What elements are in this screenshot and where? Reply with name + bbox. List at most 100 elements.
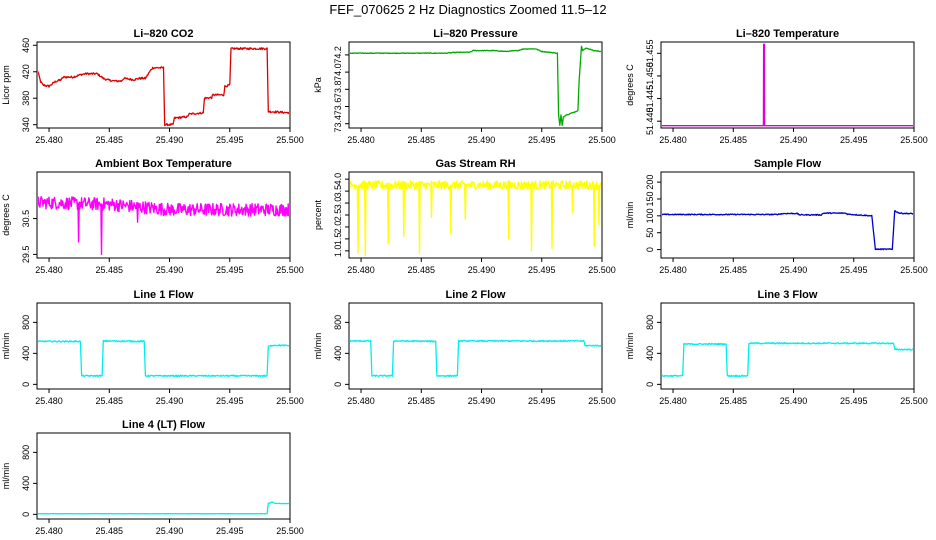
panel-3: Li–820 Temperature degrees C 25.480 25.485 2… — [625, 28, 928, 145]
y-tick-label: 340 — [21, 117, 31, 132]
panel-9: Line 3 Flow ml/min 25.480 25.485 25.490 25.49… — [625, 289, 928, 406]
series-line — [662, 210, 913, 251]
y-tick-label: 73.4 — [333, 115, 343, 133]
x-tick-label: 25.490 — [156, 396, 184, 406]
y-axis-label: degrees C — [1, 194, 11, 236]
x-tick-label: 25.490 — [780, 265, 808, 275]
y-tick-label: 0 — [645, 382, 655, 387]
x-tick-label: 25.490 — [780, 135, 808, 145]
x-tick-label: 25.485 — [408, 135, 436, 145]
y-tick-label: 100 — [645, 208, 655, 223]
x-tick-label: 25.485 — [96, 396, 124, 406]
y-tick-label: 380 — [21, 91, 31, 106]
plot-frame — [36, 171, 291, 259]
y-tick-label: 1.0 — [333, 245, 343, 258]
panel-7: Line 1 Flow ml/min 25.480 25.485 25.490 25.49… — [1, 289, 304, 406]
x-tick-label: 25.480 — [659, 396, 687, 406]
panel-title: Line 1 Flow — [134, 289, 194, 301]
x-tick-label: 25.485 — [408, 396, 436, 406]
x-tick-label: 25.480 — [35, 135, 63, 145]
x-tick-label: 25.490 — [156, 526, 184, 536]
y-tick-label: 400 — [21, 476, 31, 491]
panel-title: Ambient Box Temperature — [95, 158, 232, 170]
y-tick-label: 51.455 — [645, 40, 655, 68]
x-tick-label: 25.500 — [276, 265, 304, 275]
panel-title: Li–820 Pressure — [433, 28, 517, 40]
y-tick-label: 1.5 — [333, 233, 343, 246]
y-tick-label: 400 — [333, 346, 343, 361]
panel-4: Ambient Box Temperature degrees C 25.480 25… — [1, 158, 304, 275]
y-tick-label: 2.0 — [333, 221, 343, 234]
y-tick-label: 400 — [21, 346, 31, 361]
x-tick-label: 25.495 — [216, 396, 244, 406]
x-tick-label: 25.495 — [840, 135, 868, 145]
series-line — [662, 342, 913, 378]
x-tick-label: 25.495 — [216, 526, 244, 536]
x-tick-label: 25.480 — [347, 396, 375, 406]
y-tick-label: 4.0 — [333, 173, 343, 186]
y-tick-label: 74.2 — [333, 46, 343, 64]
plot-frame — [348, 41, 603, 129]
x-tick-label: 25.500 — [900, 396, 928, 406]
panel-title: Gas Stream RH — [435, 158, 515, 170]
y-tick-label: 800 — [333, 315, 343, 330]
series-line — [662, 43, 913, 127]
y-axis-label: ml/min — [1, 463, 11, 490]
y-axis-label: ml/min — [1, 333, 11, 360]
series-line — [350, 180, 601, 257]
series-line — [350, 339, 601, 378]
panel-8: Line 2 Flow ml/min 25.480 25.485 25.490 25.49… — [313, 289, 616, 406]
x-tick-label: 25.485 — [96, 135, 124, 145]
y-tick-label: 0 — [21, 382, 31, 387]
x-tick-label: 25.490 — [780, 396, 808, 406]
panel-1: Li–820 CO2 Licor ppm 25.480 25.485 25.490 25.… — [1, 28, 304, 145]
x-tick-label: 25.490 — [468, 135, 496, 145]
y-tick-label: 200 — [645, 175, 655, 190]
plot-frame — [348, 302, 603, 390]
series-line — [38, 501, 289, 515]
figure-title: FEF_070625 2 Hz Diagnostics Zoomed 11.5–… — [329, 2, 607, 17]
y-axis-label: degrees C — [625, 64, 635, 106]
x-tick-label: 25.495 — [216, 135, 244, 145]
plot-frame — [36, 302, 291, 390]
y-tick-label: 30.5 — [21, 210, 31, 228]
panel-title: Line 4 (LT) Flow — [122, 419, 205, 431]
y-tick-label: 0 — [21, 512, 31, 517]
x-tick-label: 25.500 — [900, 265, 928, 275]
panel-title: Li–820 Temperature — [736, 28, 839, 40]
y-tick-label: 73.8 — [333, 81, 343, 99]
y-tick-label: 0 — [645, 247, 655, 252]
x-tick-label: 25.495 — [528, 135, 556, 145]
x-tick-label: 25.480 — [659, 135, 687, 145]
x-tick-label: 25.485 — [720, 265, 748, 275]
x-tick-label: 25.485 — [720, 135, 748, 145]
x-tick-label: 25.485 — [96, 265, 124, 275]
y-tick-label: 0 — [333, 382, 343, 387]
panel-title: Sample Flow — [754, 158, 822, 170]
x-tick-label: 25.495 — [528, 396, 556, 406]
panel-5: Gas Stream RH percent 25.480 25.485 25.490 25… — [313, 158, 616, 275]
x-tick-label: 25.480 — [35, 396, 63, 406]
x-tick-label: 25.490 — [468, 265, 496, 275]
y-tick-label: 460 — [21, 38, 31, 53]
panel-title: Line 3 Flow — [758, 289, 818, 301]
plot-frame — [660, 171, 915, 259]
y-tick-label: 150 — [645, 191, 655, 206]
x-tick-label: 25.480 — [659, 265, 687, 275]
y-tick-label: 420 — [21, 64, 31, 79]
x-tick-label: 25.490 — [156, 265, 184, 275]
y-tick-label: 50 — [645, 228, 655, 238]
panel-2: Li–820 Pressure kPa 25.480 25.485 25.490 25.4… — [313, 28, 616, 145]
series-line — [38, 196, 289, 256]
series-line — [38, 46, 289, 127]
x-tick-label: 25.480 — [347, 265, 375, 275]
x-tick-label: 25.490 — [156, 135, 184, 145]
x-tick-label: 25.495 — [216, 265, 244, 275]
y-tick-label: 2.5 — [333, 209, 343, 222]
y-axis-label: ml/min — [625, 202, 635, 229]
y-tick-label: 73.6 — [333, 98, 343, 116]
x-tick-label: 25.485 — [408, 265, 436, 275]
y-tick-label: 400 — [645, 346, 655, 361]
x-tick-label: 25.500 — [588, 135, 616, 145]
x-tick-label: 25.500 — [588, 265, 616, 275]
